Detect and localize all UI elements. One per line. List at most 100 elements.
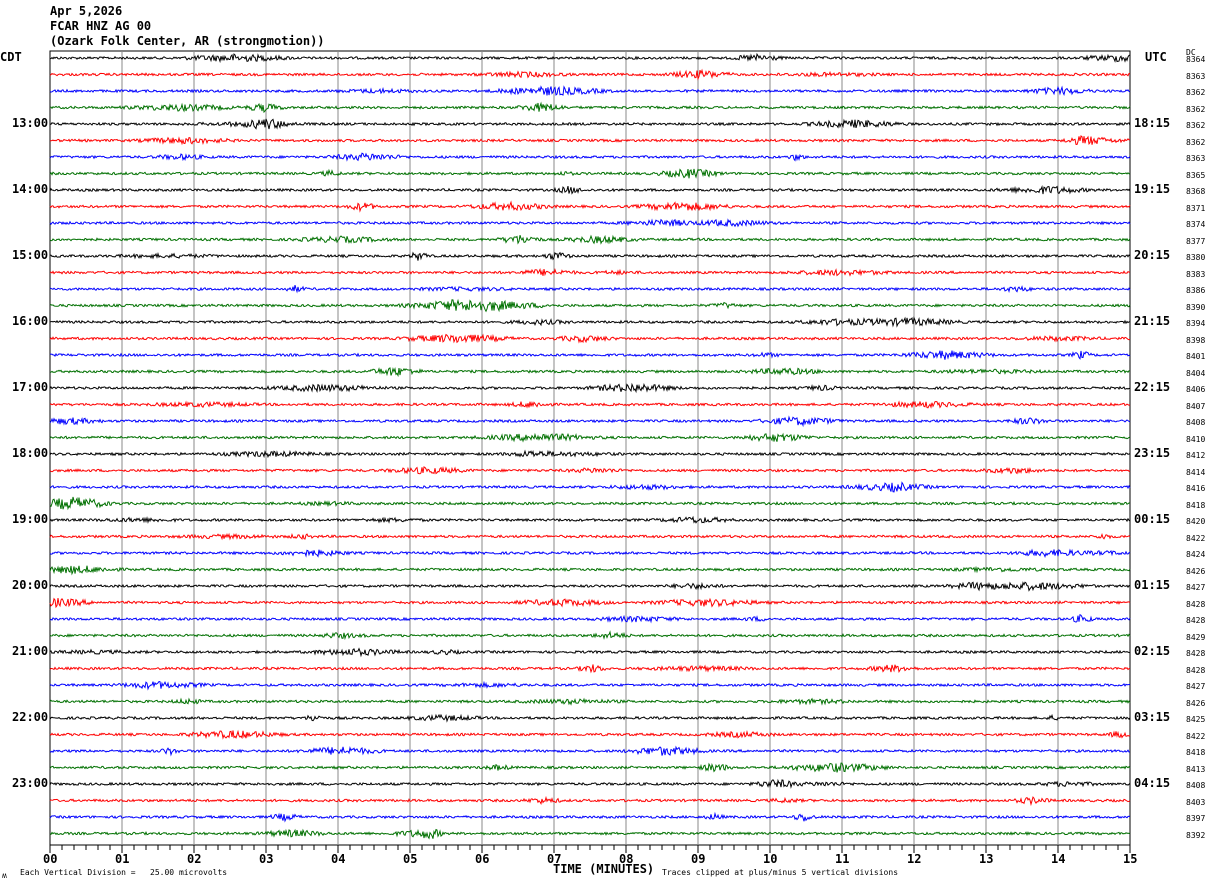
trace-line (49, 415, 1131, 428)
dc-value: 8374 (1186, 220, 1206, 229)
dc-value: 8386 (1186, 286, 1206, 295)
left-hour-label: 13:00 (12, 116, 49, 130)
x-tick-label: 01 (115, 852, 130, 866)
x-tick-label: 02 (187, 852, 202, 866)
trace-line (49, 729, 1131, 740)
dc-value: 8406 (1186, 385, 1206, 394)
trace-line (49, 647, 1131, 658)
plot-date: Apr 5,2026 (50, 4, 123, 18)
right-hour-label: 00:15 (1134, 512, 1171, 526)
dc-value: 8363 (1186, 71, 1206, 81)
right-hour-label: 23:15 (1134, 446, 1171, 460)
station-name: (Ozark Folk Center, AR (strongmotion)) (50, 34, 325, 48)
dc-value: 8383 (1186, 269, 1206, 279)
trace-line (49, 613, 1131, 624)
dc-value: 8420 (1186, 517, 1206, 526)
dc-value: 8416 (1186, 484, 1206, 493)
dc-value: 8371 (1186, 203, 1206, 213)
dc-value: 8408 (1186, 418, 1206, 427)
trace-line (49, 298, 1131, 313)
right-hour-label: 01:15 (1134, 578, 1171, 592)
trace-line (49, 449, 1131, 459)
trace-line (49, 185, 1131, 195)
right-timezone-label: UTC (1145, 50, 1167, 64)
left-hour-label: 19:00 (12, 512, 49, 526)
trace-line (49, 135, 1131, 146)
trace-line (49, 267, 1131, 277)
trace-line (49, 85, 1131, 96)
trace-line (49, 168, 1131, 179)
trace-line (49, 762, 1131, 773)
dc-value: 8408 (1186, 781, 1206, 790)
dc-value: 8390 (1186, 302, 1206, 312)
dc-value: 8414 (1186, 467, 1206, 477)
dc-value: 8398 (1186, 335, 1206, 345)
left-hour-label: 22:00 (12, 710, 49, 724)
dc-value: 8364 (1186, 55, 1206, 64)
dc-value: 8427 (1186, 583, 1206, 592)
dc-value: 8365 (1186, 170, 1206, 180)
dc-value: 8425 (1186, 715, 1206, 724)
right-hour-label: 21:15 (1134, 314, 1171, 328)
trace-line (49, 251, 1131, 261)
trace-line (49, 664, 1131, 674)
trace-line (49, 680, 1131, 691)
dc-value: 8404 (1186, 368, 1206, 378)
trace-line (49, 795, 1131, 807)
dc-value: 8392 (1186, 830, 1206, 840)
dc-label: DC (1186, 48, 1196, 57)
trace-line (49, 548, 1131, 559)
x-tick-label: 12 (907, 852, 922, 866)
dc-value: 8424 (1186, 550, 1206, 559)
right-hour-label: 03:15 (1134, 710, 1171, 724)
right-hour-label: 19:15 (1134, 182, 1171, 196)
trace-line (49, 532, 1131, 541)
trace-line (49, 234, 1131, 245)
right-hour-label: 02:15 (1134, 644, 1171, 658)
clip-note: Traces clipped at plus/minus 5 vertical … (662, 868, 899, 877)
trace-line (49, 630, 1131, 641)
trace-line (49, 713, 1131, 723)
trace-line (49, 68, 1131, 81)
dc-value: 8362 (1186, 88, 1206, 97)
dc-value: 8363 (1186, 154, 1206, 163)
scale-note: Each Vertical Division = 25.00 microvolt… (20, 868, 228, 877)
dc-value: 8362 (1186, 104, 1206, 114)
trace-line (49, 367, 1131, 378)
trace-line (49, 284, 1131, 294)
trace-line (49, 597, 1131, 609)
dc-value: 8426 (1186, 698, 1206, 708)
trace-line (49, 152, 1131, 162)
dc-value: 8428 (1186, 599, 1206, 609)
left-hour-label: 21:00 (12, 644, 49, 658)
trace-line (49, 565, 1131, 576)
left-hour-label: 14:00 (12, 182, 49, 196)
x-tick-label: 10 (763, 852, 778, 866)
dc-value: 8368 (1186, 187, 1206, 196)
dc-value: 8426 (1186, 566, 1206, 576)
trace-line (49, 515, 1131, 524)
trace-line (49, 350, 1131, 360)
trace-line (49, 481, 1131, 493)
x-tick-label: 08 (619, 852, 634, 866)
corner-mark: ʍ (2, 871, 7, 880)
dc-value: 8394 (1186, 319, 1206, 328)
x-tick-label: 15 (1123, 852, 1138, 866)
right-hour-label: 04:15 (1134, 776, 1171, 790)
dc-value: 8403 (1186, 797, 1206, 807)
left-hour-label: 16:00 (12, 314, 49, 328)
left-timezone-label: CDT (0, 50, 22, 64)
dc-value: 8428 (1186, 665, 1206, 675)
x-tick-label: 13 (979, 852, 994, 866)
x-tick-label: 09 (691, 852, 706, 866)
x-tick-label: 14 (1051, 852, 1066, 866)
dc-value: 8418 (1186, 748, 1206, 757)
dc-value: 8401 (1186, 352, 1206, 361)
x-tick-label: 07 (547, 852, 562, 866)
trace-line (49, 496, 1131, 511)
trace-line (49, 52, 1131, 64)
dc-value: 8422 (1186, 731, 1206, 741)
trace-line (49, 697, 1131, 706)
left-hour-label: 17:00 (12, 380, 49, 394)
